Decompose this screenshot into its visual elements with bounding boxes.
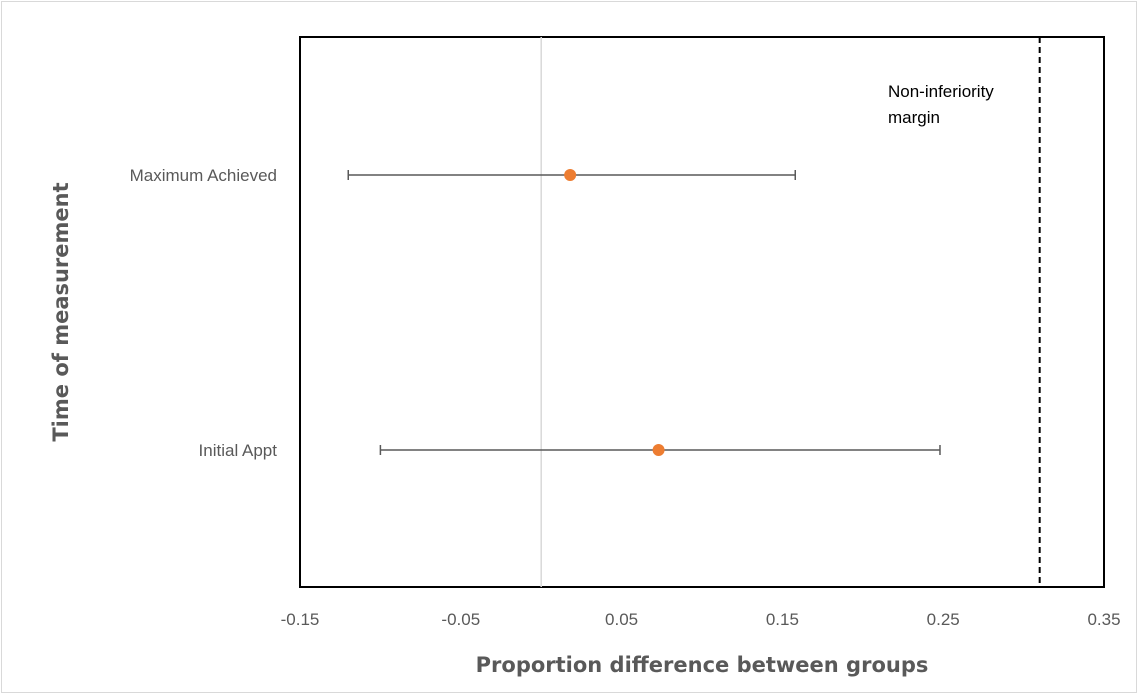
x-tick-label: 0.15 xyxy=(766,610,799,629)
y-category-label: Initial Appt xyxy=(199,441,278,460)
x-tick-label: 0.05 xyxy=(605,610,638,629)
plot-area xyxy=(299,36,1105,588)
point-estimate xyxy=(564,169,577,181)
margin-annotation-line-2: margin xyxy=(888,108,940,127)
x-axis-ticks: -0.15 -0.05 0.05 0.15 0.25 0.35 xyxy=(281,610,1121,629)
x-tick-label: -0.15 xyxy=(281,610,320,629)
y-category-label: Maximum Achieved xyxy=(130,166,277,185)
x-tick-label: 0.25 xyxy=(927,610,960,629)
error-bars xyxy=(347,170,941,455)
x-axis-title: Proportion difference between groups xyxy=(476,653,929,677)
margin-annotation-line-1: Non-inferiority xyxy=(888,82,994,101)
y-axis-title: Time of measurement xyxy=(49,182,73,441)
y-axis-categories: Maximum Achieved Initial Appt xyxy=(130,166,278,460)
x-tick-label: -0.05 xyxy=(441,610,480,629)
point-estimates xyxy=(564,169,665,456)
point-estimate xyxy=(652,444,665,456)
x-tick-label: 0.35 xyxy=(1087,610,1120,629)
margin-annotation: Non-inferiority margin xyxy=(888,82,999,127)
